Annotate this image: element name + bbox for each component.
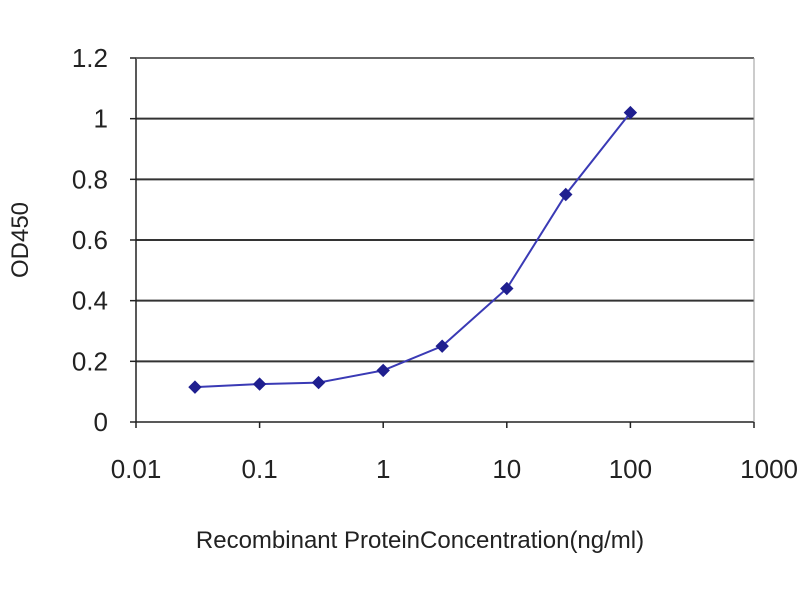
x-tick-label-1: 0.1 [242, 454, 278, 484]
data-point-1 [252, 377, 267, 391]
y-tick-label-0: 0 [94, 407, 108, 437]
data-point-6 [559, 187, 573, 202]
y-tick-label-1: 0.2 [72, 346, 108, 376]
data-point-4 [435, 339, 449, 353]
data-point-7 [623, 105, 638, 120]
y-tick-label-2: 0.4 [72, 286, 108, 316]
y-tick-label-4: 0.8 [72, 164, 108, 194]
y-tick-label-5: 1 [94, 104, 108, 134]
y-tick-label-6: 1.2 [72, 43, 108, 73]
series-line-0 [194, 111, 632, 389]
x-tick-label-2: 1 [376, 454, 390, 484]
series [188, 105, 638, 394]
x-tick-label-3: 10 [492, 454, 521, 484]
x-tick-label-5: 1000 [740, 454, 798, 484]
x-tick-label-0: 0.01 [111, 454, 162, 484]
x-tick-label-4: 100 [609, 454, 652, 484]
data-point-3 [376, 363, 390, 378]
y-tick-labels: 0 0.2 0.4 0.6 0.8 1 1.2 [72, 43, 136, 437]
data-point-5 [500, 281, 514, 296]
y-tick-label-3: 0.6 [72, 225, 108, 255]
x-tick-labels: 0.01 0.1 1 10 100 1000 [111, 422, 798, 484]
data-point-0 [188, 380, 202, 394]
y-axis-label: OD450 [7, 202, 34, 278]
x-axis-label: Recombinant ProteinConcentration(ng/ml) [196, 527, 644, 554]
data-point-2 [311, 375, 326, 390]
